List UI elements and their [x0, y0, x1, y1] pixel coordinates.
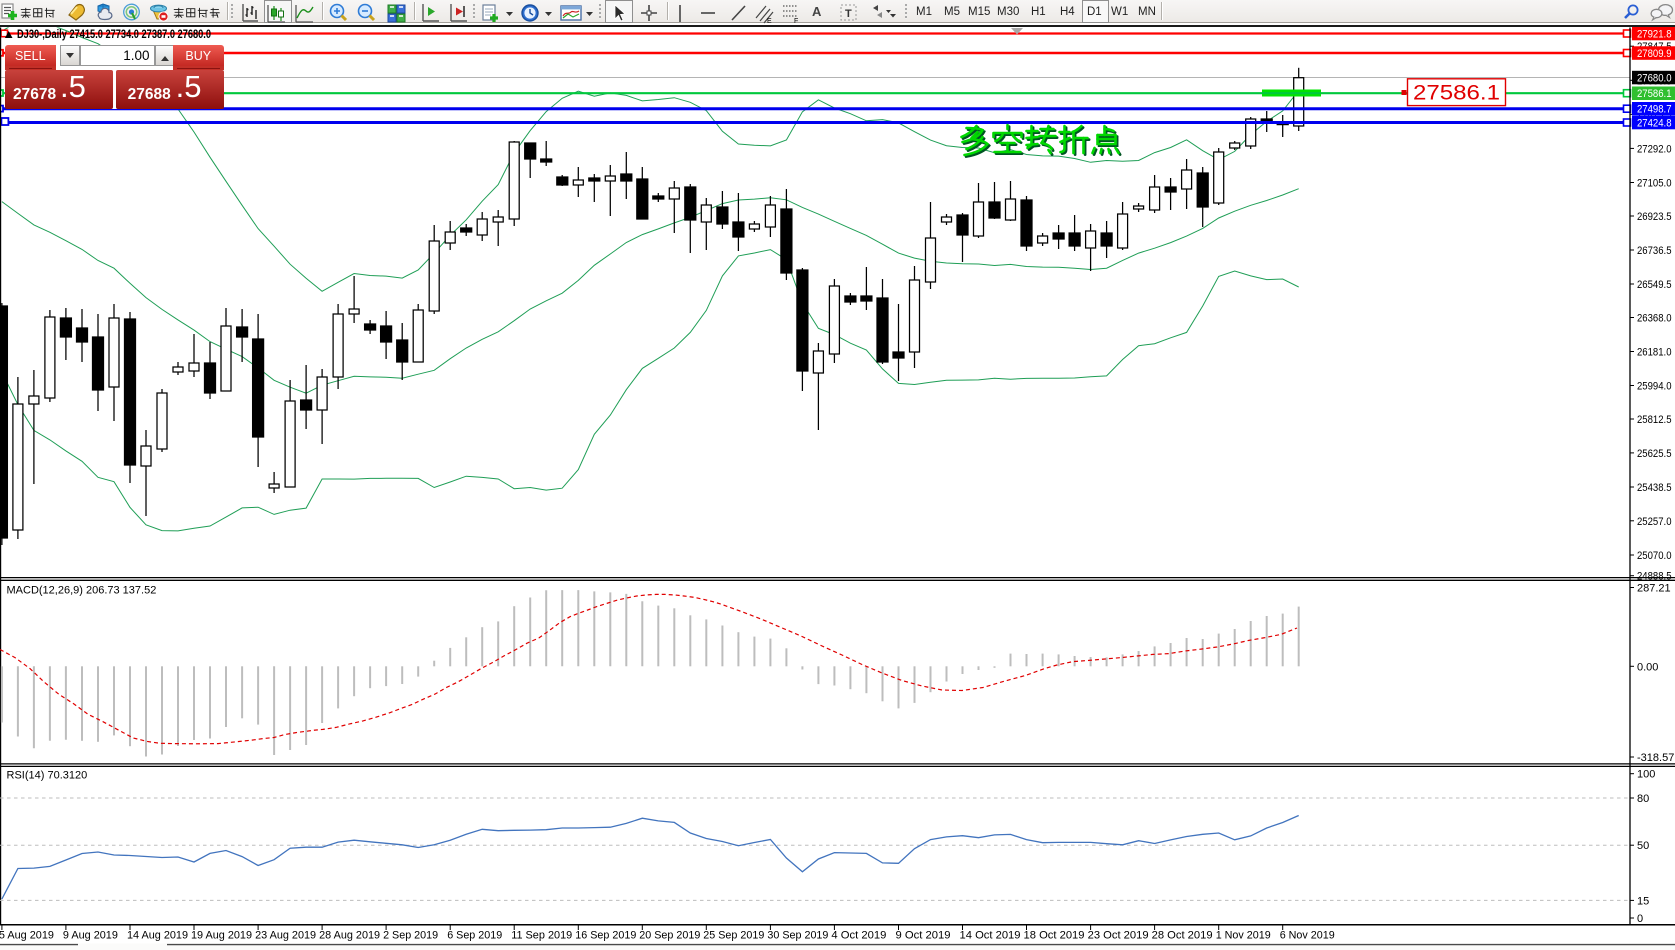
svg-text:25812.5: 25812.5	[1637, 414, 1672, 426]
svg-text:25257.0: 25257.0	[1637, 516, 1672, 528]
svg-text:2 Sep 2019: 2 Sep 2019	[383, 930, 438, 942]
svg-text:16 Sep 2019: 16 Sep 2019	[575, 930, 636, 942]
svg-text:9 Aug 2019: 9 Aug 2019	[63, 930, 118, 942]
svg-text:9 Oct 2019: 9 Oct 2019	[896, 930, 951, 942]
svg-text:14 Aug 2019: 14 Aug 2019	[127, 930, 188, 942]
svg-text:F: F	[794, 18, 798, 25]
svg-text:26736.5: 26736.5	[1637, 245, 1672, 257]
svg-text:25438.5: 25438.5	[1637, 482, 1672, 494]
svg-text:27292.0: 27292.0	[1637, 143, 1672, 155]
svg-text:15: 15	[1637, 895, 1649, 907]
svg-text:18 Oct 2019: 18 Oct 2019	[1024, 930, 1085, 942]
svg-text:1 Nov 2019: 1 Nov 2019	[1216, 930, 1271, 942]
svg-text:23 Aug 2019: 23 Aug 2019	[255, 930, 316, 942]
svg-text:DJ30-,Daily 27415.0 27734.0 2: DJ30-,Daily 27415.0 27734.0 27387.0 2768…	[17, 27, 211, 41]
svg-text:0.00: 0.00	[1637, 661, 1658, 673]
svg-text:50: 50	[1637, 840, 1649, 852]
svg-text:27498.7: 27498.7	[1637, 104, 1672, 116]
svg-text:6 Sep 2019: 6 Sep 2019	[447, 930, 502, 942]
svg-text:0: 0	[1637, 913, 1643, 925]
svg-text:25994.0: 25994.0	[1637, 381, 1672, 393]
svg-text:MACD(12,26,9) 206.73 137.52: MACD(12,26,9) 206.73 137.52	[7, 585, 157, 597]
svg-text:27424.8: 27424.8	[1637, 118, 1672, 130]
svg-text:26181.0: 26181.0	[1637, 347, 1672, 359]
svg-text:27586.1: 27586.1	[1413, 81, 1500, 105]
svg-text:25625.5: 25625.5	[1637, 448, 1672, 460]
svg-text:-318.57: -318.57	[1637, 752, 1674, 764]
svg-text:14 Oct 2019: 14 Oct 2019	[960, 930, 1021, 942]
svg-text:23 Oct 2019: 23 Oct 2019	[1088, 930, 1149, 942]
svg-text:26549.5: 26549.5	[1637, 279, 1672, 291]
svg-text:5 Aug 2019: 5 Aug 2019	[0, 930, 54, 942]
svg-text:26368.0: 26368.0	[1637, 313, 1672, 325]
svg-text:11 Sep 2019: 11 Sep 2019	[511, 930, 572, 942]
svg-text:25 Sep 2019: 25 Sep 2019	[703, 930, 764, 942]
svg-text:28 Oct 2019: 28 Oct 2019	[1152, 930, 1213, 942]
svg-text:27809.9: 27809.9	[1637, 48, 1672, 60]
svg-text:19 Aug 2019: 19 Aug 2019	[191, 930, 252, 942]
svg-text:T: T	[845, 8, 852, 20]
svg-text:27680.0: 27680.0	[1637, 73, 1672, 85]
svg-text:27921.8: 27921.8	[1637, 29, 1672, 41]
svg-text:80: 80	[1637, 793, 1649, 805]
svg-text:20 Sep 2019: 20 Sep 2019	[639, 930, 700, 942]
svg-text:287.21: 287.21	[1637, 583, 1671, 595]
svg-text:25070.0: 25070.0	[1637, 550, 1672, 562]
svg-text:4 Oct 2019: 4 Oct 2019	[831, 930, 886, 942]
svg-text:24888.5: 24888.5	[1637, 571, 1672, 583]
svg-text:30 Sep 2019: 30 Sep 2019	[767, 930, 828, 942]
svg-text:28 Aug 2019: 28 Aug 2019	[319, 930, 380, 942]
svg-text:100: 100	[1637, 769, 1655, 781]
svg-text:26923.5: 26923.5	[1637, 211, 1672, 223]
svg-text:E: E	[767, 18, 772, 25]
svg-text:27586.1: 27586.1	[1637, 88, 1672, 100]
svg-text:RSI(14) 70.3120: RSI(14) 70.3120	[7, 770, 88, 782]
svg-text:6 Nov 2019: 6 Nov 2019	[1280, 930, 1335, 942]
svg-text:27105.0: 27105.0	[1637, 178, 1672, 190]
